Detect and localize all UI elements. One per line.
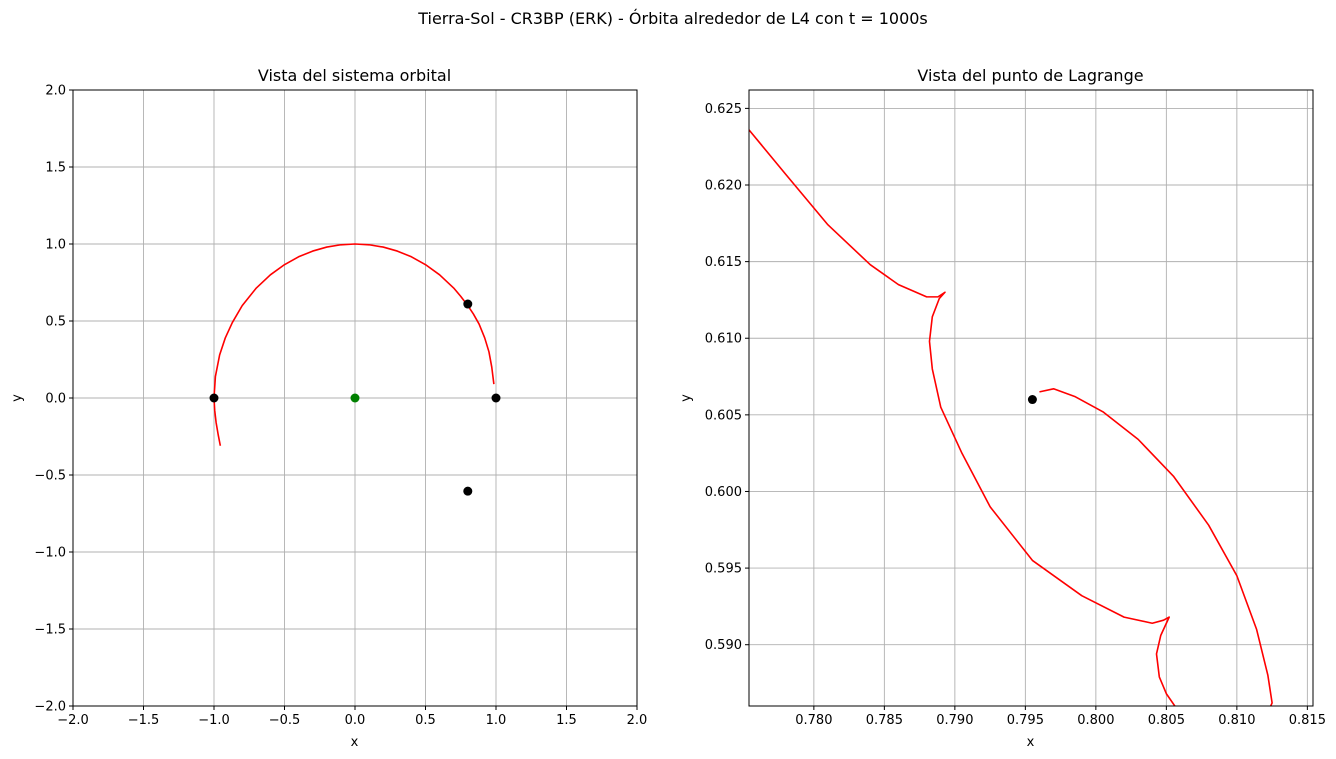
figure-suptitle: Tierra-Sol - CR3BP (ERK) - Órbita alrede… bbox=[417, 9, 928, 28]
chart-panel-orbital-system: Vista del sistema orbital x y −2.0 −1.5 −1… bbox=[10, 66, 647, 750]
lagrange-point-marker bbox=[491, 393, 501, 403]
y-tick-label: 1.5 bbox=[45, 161, 66, 176]
x-tick-label: 0.815 bbox=[1289, 713, 1326, 728]
y-tick-label: −2.0 bbox=[34, 700, 66, 715]
lagrange-point-marker bbox=[463, 299, 473, 309]
trajectory-line bbox=[1039, 388, 1273, 706]
x-tick-label: 0.785 bbox=[866, 713, 903, 728]
axes-frame bbox=[748, 89, 1314, 707]
lagrange-point-marker bbox=[209, 393, 219, 403]
x-tick-label: −2.0 bbox=[57, 713, 89, 728]
chart-title: Vista del punto de Lagrange bbox=[917, 66, 1143, 85]
y-axis-label: y bbox=[679, 394, 694, 402]
plot-area bbox=[209, 243, 501, 496]
x-tick-label: 0.780 bbox=[795, 713, 832, 728]
x-axis-label: x bbox=[351, 735, 359, 750]
chart-panel-lagrange-point: Vista del punto de Lagrange x y 0.780 0.7… bbox=[679, 66, 1326, 750]
y-tick-label: −1.0 bbox=[34, 546, 66, 561]
x-tick-label: −0.5 bbox=[269, 713, 301, 728]
y-tick-label: 0.605 bbox=[705, 408, 742, 423]
y-tick-label: 0.620 bbox=[705, 179, 742, 194]
x-tick-label: 0.0 bbox=[345, 713, 366, 728]
y-tick-label: 0.5 bbox=[45, 315, 66, 330]
y-tick-label: 0.625 bbox=[705, 102, 742, 117]
y-tick-label: 2.0 bbox=[45, 84, 66, 99]
x-tick-label: 0.790 bbox=[936, 713, 973, 728]
x-tick-label: 0.810 bbox=[1218, 713, 1255, 728]
x-tick-label: 0.805 bbox=[1148, 713, 1185, 728]
x-tick-label: 0.5 bbox=[415, 713, 436, 728]
x-tick-label: −1.5 bbox=[128, 713, 160, 728]
plot-area bbox=[749, 129, 1273, 706]
y-tick-label: −0.5 bbox=[34, 469, 66, 484]
y-tick-label: −1.5 bbox=[34, 623, 66, 638]
x-tick-label: −1.0 bbox=[198, 713, 230, 728]
y-tick-label: 1.0 bbox=[45, 238, 66, 253]
trajectory-line bbox=[749, 129, 1176, 706]
barycenter-point bbox=[350, 393, 360, 403]
lagrange-point-marker bbox=[1027, 395, 1037, 405]
x-axis-label: x bbox=[1027, 735, 1035, 750]
y-tick-label: 0.590 bbox=[705, 638, 742, 653]
chart-title: Vista del sistema orbital bbox=[258, 66, 451, 85]
x-tick-label: 1.5 bbox=[556, 713, 577, 728]
y-tick-label: 0.615 bbox=[705, 255, 742, 270]
lagrange-point-marker bbox=[463, 486, 473, 496]
x-tick-label: 1.0 bbox=[486, 713, 507, 728]
y-tick-label: 0.0 bbox=[45, 392, 66, 407]
grid bbox=[749, 90, 1313, 706]
y-tick-label: 0.595 bbox=[705, 562, 742, 577]
x-tick-label: 0.800 bbox=[1077, 713, 1114, 728]
y-axis-label: y bbox=[10, 394, 25, 402]
x-tick-label: 2.0 bbox=[627, 713, 648, 728]
y-tick-label: 0.610 bbox=[705, 332, 742, 347]
trajectory-line bbox=[213, 243, 495, 446]
x-tick-label: 0.795 bbox=[1007, 713, 1044, 728]
y-tick-label: 0.600 bbox=[705, 485, 742, 500]
